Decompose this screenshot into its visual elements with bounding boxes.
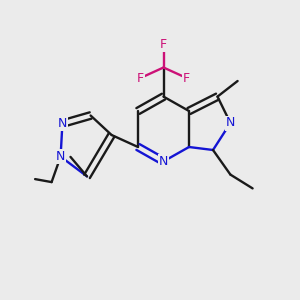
Text: N: N bbox=[58, 117, 67, 130]
Text: F: F bbox=[183, 71, 190, 85]
Text: F: F bbox=[137, 71, 144, 85]
Text: F: F bbox=[160, 38, 167, 51]
Text: N: N bbox=[159, 155, 168, 168]
Text: N: N bbox=[226, 116, 235, 130]
Text: N: N bbox=[56, 150, 65, 163]
